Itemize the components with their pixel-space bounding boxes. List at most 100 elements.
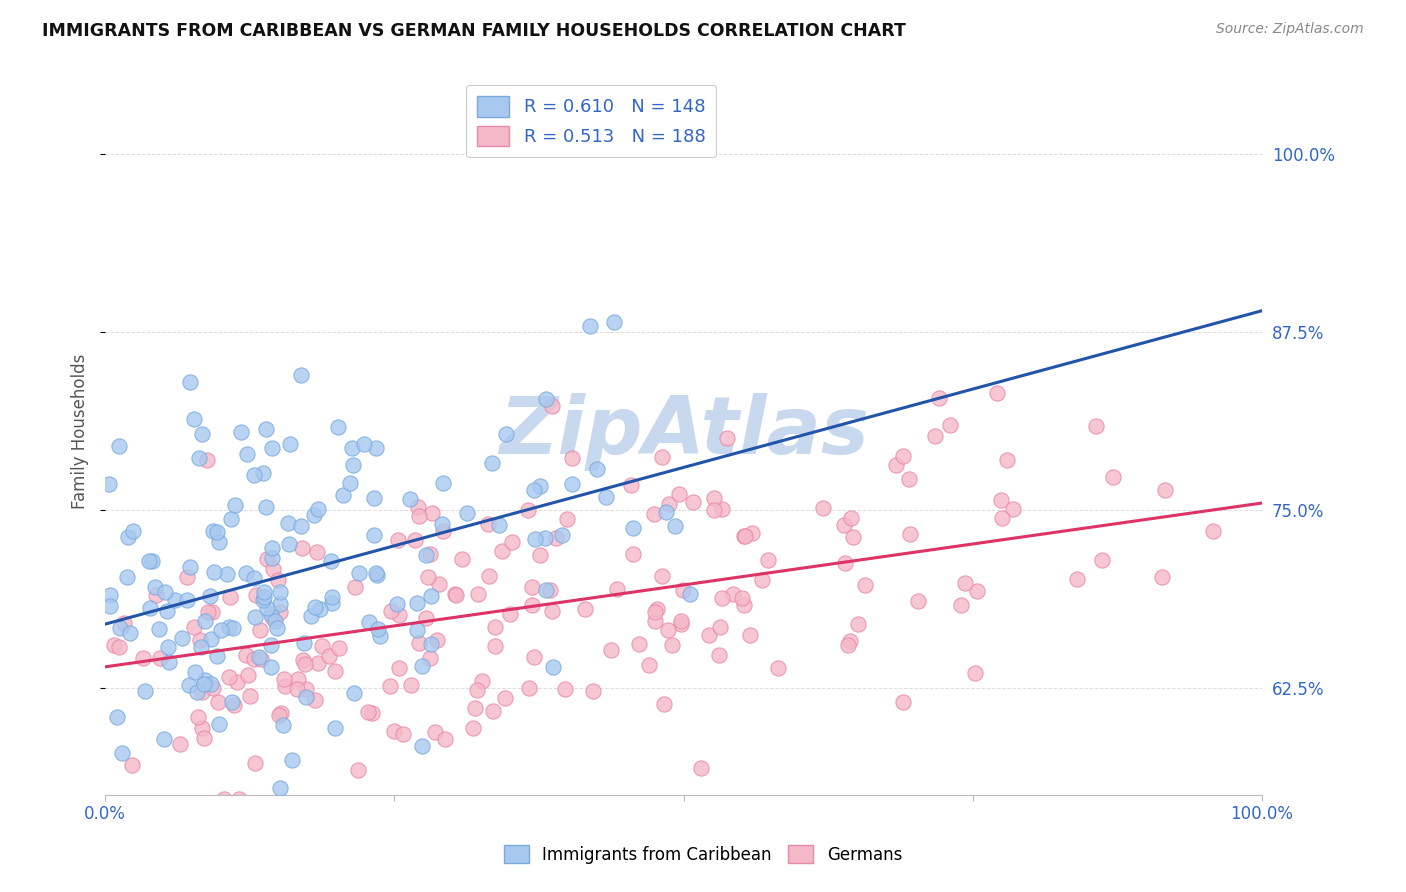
Point [98, 476, 121, 491]
Point [270, 706, 292, 721]
Point [112, 616, 135, 631]
Point [228, 792, 250, 806]
Point [169, 737, 191, 751]
Point [292, 653, 315, 667]
Point [963, 666, 986, 681]
Point [132, 651, 155, 665]
Point [364, 566, 387, 580]
Point [411, 658, 433, 673]
Point [155, 585, 177, 599]
Point [399, 492, 422, 507]
Point [408, 635, 430, 649]
Point [170, 631, 193, 645]
Point [357, 705, 380, 719]
Point [478, 569, 501, 583]
Point [953, 576, 976, 591]
Point [193, 676, 215, 690]
Point [183, 411, 205, 425]
Point [108, 640, 131, 654]
Point [491, 544, 513, 558]
Point [193, 673, 215, 687]
Point [1202, 524, 1225, 539]
Point [534, 392, 557, 407]
Point [238, 668, 260, 682]
Point [163, 593, 186, 607]
Point [235, 566, 257, 580]
Point [838, 633, 860, 648]
Point [307, 502, 329, 516]
Point [620, 478, 643, 492]
Point [357, 615, 380, 629]
Point [252, 593, 274, 607]
Point [848, 617, 870, 632]
Point [218, 620, 240, 634]
Point [321, 554, 343, 568]
Point [299, 609, 322, 624]
Point [364, 441, 387, 455]
Point [380, 604, 402, 618]
Point [208, 717, 231, 731]
Point [177, 678, 200, 692]
Point [738, 628, 761, 642]
Point [898, 472, 921, 486]
Point [367, 622, 389, 636]
Point [709, 620, 731, 634]
Point [839, 510, 862, 524]
Point [239, 690, 262, 704]
Point [342, 441, 364, 455]
Point [415, 549, 437, 563]
Point [551, 528, 574, 542]
Point [311, 639, 333, 653]
Point [420, 506, 443, 520]
Point [110, 747, 132, 761]
Point [388, 608, 411, 623]
Point [321, 590, 343, 604]
Point [273, 718, 295, 732]
Point [928, 391, 950, 405]
Point [463, 721, 485, 735]
Point [651, 569, 673, 583]
Point [249, 623, 271, 637]
Point [1150, 570, 1173, 584]
Point [363, 528, 385, 542]
Point [214, 791, 236, 805]
Point [907, 594, 929, 608]
Point [1101, 469, 1123, 483]
Point [277, 516, 299, 530]
Point [1091, 552, 1114, 566]
Point [418, 570, 440, 584]
Point [523, 483, 546, 498]
Point [328, 419, 350, 434]
Point [426, 632, 449, 647]
Point [419, 650, 441, 665]
Point [484, 640, 506, 654]
Point [217, 567, 239, 582]
Point [430, 516, 453, 531]
Point [218, 670, 240, 684]
Point [707, 648, 730, 662]
Point [1154, 483, 1177, 497]
Point [266, 620, 288, 634]
Point [143, 802, 166, 816]
Point [703, 491, 725, 505]
Point [256, 500, 278, 515]
Point [285, 682, 308, 697]
Point [243, 467, 266, 482]
Point [540, 583, 562, 598]
Point [149, 650, 172, 665]
Point [392, 727, 415, 741]
Point [156, 604, 179, 618]
Point [260, 607, 283, 621]
Point [347, 566, 370, 580]
Point [280, 753, 302, 767]
Point [202, 524, 225, 539]
Point [243, 651, 266, 665]
Point [274, 679, 297, 693]
Point [157, 640, 180, 654]
Point [253, 584, 276, 599]
Point [260, 638, 283, 652]
Point [741, 525, 763, 540]
Point [295, 690, 318, 705]
Point [842, 530, 865, 544]
Point [256, 601, 278, 615]
